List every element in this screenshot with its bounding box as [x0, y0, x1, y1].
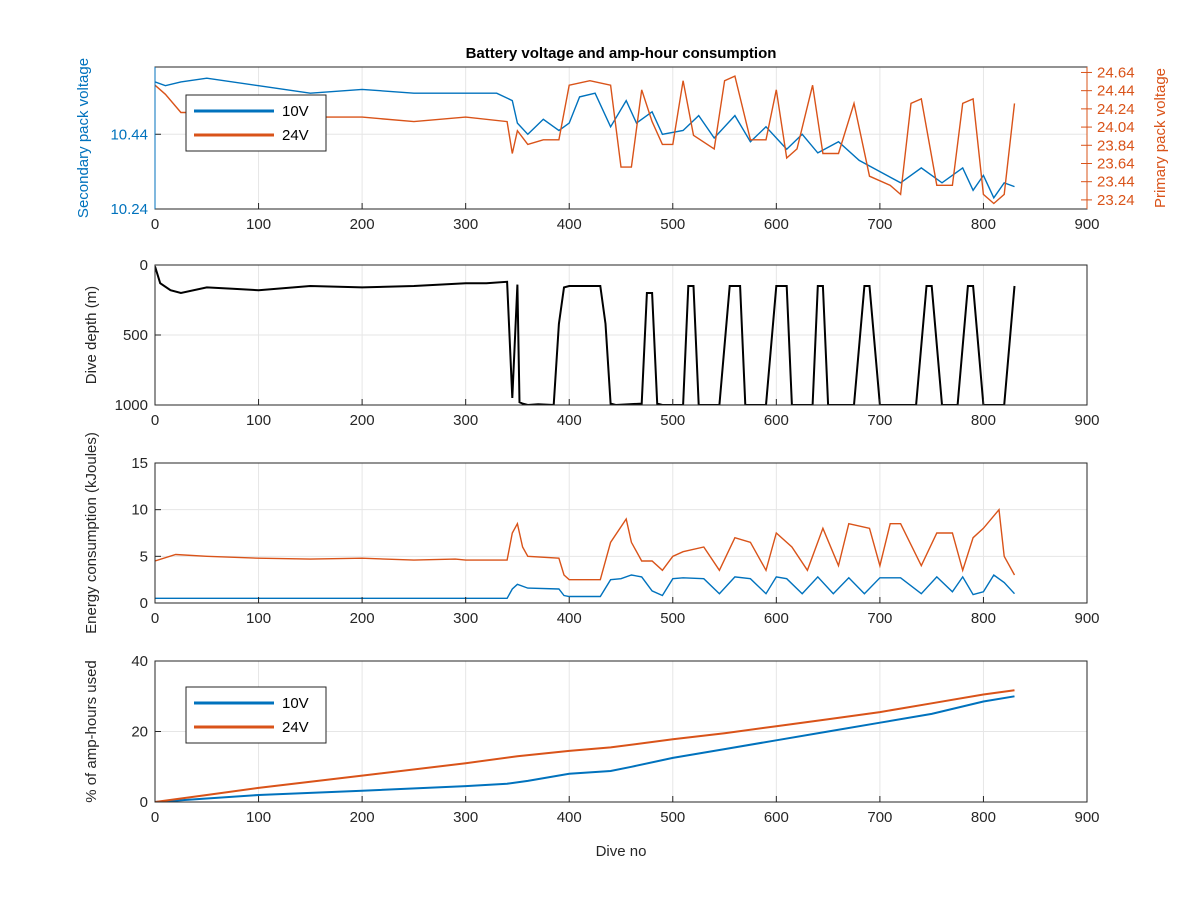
depth-xtick-label-3: 300: [453, 412, 478, 429]
depth-ylabel: Dive depth (m): [83, 286, 100, 384]
amphours-xtick-label-8: 800: [971, 809, 996, 826]
depth-xtick-label-7: 700: [867, 412, 892, 429]
depth-xtick-label-1: 100: [246, 412, 271, 429]
voltage-ytick-label-0: 10.24: [110, 201, 148, 218]
amphours-xtick-label-2: 200: [350, 809, 375, 826]
voltage-ytick-right-label-2: 23.64: [1097, 155, 1135, 172]
voltage-ytick-right-label-4: 24.04: [1097, 119, 1135, 136]
energy-plot-area: [155, 463, 1087, 603]
voltage-ytick-right-label-3: 23.84: [1097, 137, 1135, 154]
voltage-ytick-right-label-7: 24.64: [1097, 64, 1135, 81]
voltage-xtick-label-5: 500: [660, 216, 685, 233]
amphours-legend-box: [185, 686, 327, 744]
energy-ylabel: Energy consumption (kJoules): [83, 432, 100, 634]
energy-xtick-label-5: 500: [660, 610, 685, 627]
voltage-xtick-label-2: 200: [350, 216, 375, 233]
depth-xtick-label-0: 0: [151, 412, 159, 429]
voltage-xtick-label-1: 100: [246, 216, 271, 233]
voltage-series-0-line: [155, 77, 1015, 200]
amphours-xtick-label-5: 500: [660, 809, 685, 826]
energy-xtick-label-4: 400: [557, 610, 582, 627]
voltage-ylabel: Secondary pack voltage: [75, 58, 92, 218]
voltage-xtick-label-8: 800: [971, 216, 996, 233]
voltage-chart: 0 100 200 300 400 500 600 700 800 900 10.24 10.44 23…: [75, 58, 1169, 233]
amphours-chart: 0 100 200 300 400 500 600 700 800 900 0 20 40 % of am…: [83, 653, 1100, 860]
amphours-xtick-label-4: 400: [557, 809, 582, 826]
amphours-xtick-label-0: 0: [151, 809, 159, 826]
energy-ytick-label-2: 10: [131, 502, 148, 519]
depth-xtick-label-4: 400: [557, 412, 582, 429]
energy-xtick-label-8: 800: [971, 610, 996, 627]
energy-series-0-line: [155, 573, 1016, 599]
energy-ytick-label-3: 15: [131, 455, 148, 472]
energy-xtick-label-1: 100: [246, 610, 271, 627]
amphours-series-0-line: [155, 695, 1015, 802]
voltage-ytick-right-label-5: 24.24: [1097, 101, 1135, 118]
depth-chart: 0 100 200 300 400 500 600 700 800 900 0 500 1000 Dive…: [83, 257, 1100, 429]
depth-ytick-label-1: 500: [123, 327, 148, 344]
voltage-series-1-line: [155, 75, 1016, 205]
voltage-ytick-right-label-0: 23.24: [1097, 192, 1135, 209]
depth-series-0-line: [155, 266, 1016, 405]
amphours-xlabel: Dive no: [596, 843, 647, 860]
depth-ytick-label-0: 0: [140, 257, 148, 274]
energy-chart: 0 100 200 300 400 500 600 700 800 900 0 5 10 15 Energy…: [83, 432, 1100, 634]
amphours-ytick-label-1: 20: [131, 724, 148, 741]
voltage-legend-label-0: 10V: [282, 103, 309, 120]
voltage-ylabel-right: Primary pack voltage: [1152, 68, 1169, 208]
energy-xtick-label-7: 700: [867, 610, 892, 627]
energy-xtick-label-2: 200: [350, 610, 375, 627]
amphours-xtick-label-3: 300: [453, 809, 478, 826]
voltage-legend-box: [185, 94, 327, 152]
energy-xtick-label-3: 300: [453, 610, 478, 627]
depth-xtick-label-6: 600: [764, 412, 789, 429]
amphours-legend-label-1: 24V: [282, 719, 309, 736]
voltage-xtick-label-3: 300: [453, 216, 478, 233]
amphours-xtick-label-6: 600: [764, 809, 789, 826]
figure-title: Battery voltage and amp-hour consumption: [466, 45, 777, 62]
depth-xtick-label-9: 900: [1074, 412, 1099, 429]
energy-series-1-line: [155, 507, 1016, 581]
energy-xtick-label-9: 900: [1074, 610, 1099, 627]
amphours-xtick-label-7: 700: [867, 809, 892, 826]
energy-xtick-label-0: 0: [151, 610, 159, 627]
amphours-xtick-label-1: 100: [246, 809, 271, 826]
voltage-legend-label-1: 24V: [282, 127, 309, 144]
amphours-ytick-label-0: 0: [140, 794, 148, 811]
amphours-ylabel: % of amp-hours used: [83, 660, 100, 803]
voltage-ytick-label-1: 10.44: [110, 126, 148, 143]
amphours-xtick-label-9: 900: [1074, 809, 1099, 826]
energy-xtick-label-6: 600: [764, 610, 789, 627]
voltage-xtick-label-9: 900: [1074, 216, 1099, 233]
depth-xtick-label-5: 500: [660, 412, 685, 429]
depth-xtick-label-2: 200: [350, 412, 375, 429]
depth-ytick-label-2: 1000: [115, 397, 148, 414]
voltage-ytick-right-label-6: 24.44: [1097, 83, 1135, 100]
voltage-xtick-label-4: 400: [557, 216, 582, 233]
amphours-legend-label-0: 10V: [282, 695, 309, 712]
energy-ytick-label-0: 0: [140, 595, 148, 612]
charts: 0 100 200 300 400 500 600 700 800 90010.2410.4423…: [75, 58, 1169, 860]
amphours-ytick-label-2: 40: [131, 653, 148, 670]
energy-ytick-label-1: 5: [140, 548, 148, 565]
depth-xtick-label-8: 800: [971, 412, 996, 429]
voltage-xtick-label-6: 600: [764, 216, 789, 233]
voltage-ytick-right-label-1: 23.44: [1097, 174, 1135, 191]
amphours-series-1-line: [155, 689, 1015, 802]
voltage-xtick-label-7: 700: [867, 216, 892, 233]
energy-axes-box: [154, 462, 1088, 604]
voltage-xtick-label-0: 0: [151, 216, 159, 233]
